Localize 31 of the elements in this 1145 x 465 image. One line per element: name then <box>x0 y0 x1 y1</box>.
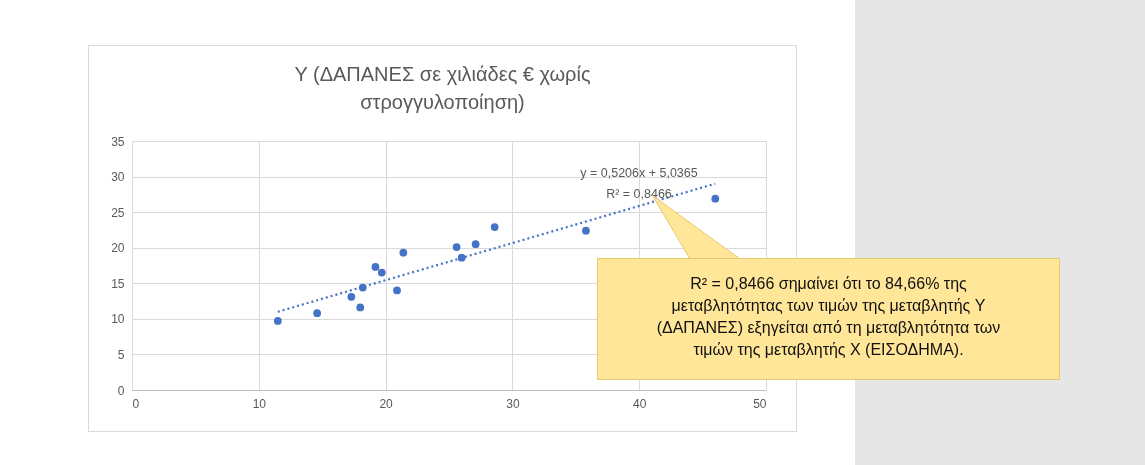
point <box>273 317 282 325</box>
point <box>313 309 321 318</box>
x-tick-label: 30 <box>506 396 520 411</box>
point <box>582 226 590 235</box>
annotation: R² = 0,8466 <box>605 187 673 201</box>
point <box>371 263 380 271</box>
point <box>490 223 499 231</box>
x-tick-label: 40 <box>633 396 647 411</box>
point <box>377 268 386 277</box>
y-tick-label: 10 <box>111 312 125 327</box>
y-tick-label: 20 <box>111 241 125 256</box>
y-tick-label: 35 <box>111 134 125 149</box>
annotation: y = 0,5206x + 5,0365 <box>579 166 699 180</box>
y-tick-label: 30 <box>111 170 125 185</box>
point <box>347 292 356 301</box>
y-tick-label: 15 <box>111 276 125 291</box>
point <box>471 240 480 249</box>
point <box>711 194 720 203</box>
chart-title: Y (ΔΑΠΑΝΕΣ σε χιλιάδες € χωρίς στρογγυλοποίηση) <box>293 62 592 115</box>
point <box>452 243 461 251</box>
x-tick-label: 50 <box>753 396 767 411</box>
point <box>457 253 466 262</box>
y-tick-label: 25 <box>111 205 125 220</box>
point <box>393 286 401 295</box>
x-tick-label: 20 <box>379 396 394 411</box>
point <box>399 248 408 257</box>
y-tick-label: 0 <box>117 383 125 398</box>
x-tick-label: 10 <box>252 396 267 411</box>
y-tick-label: 5 <box>117 347 125 362</box>
x-tick-label: 0 <box>132 396 140 411</box>
point <box>356 303 365 312</box>
